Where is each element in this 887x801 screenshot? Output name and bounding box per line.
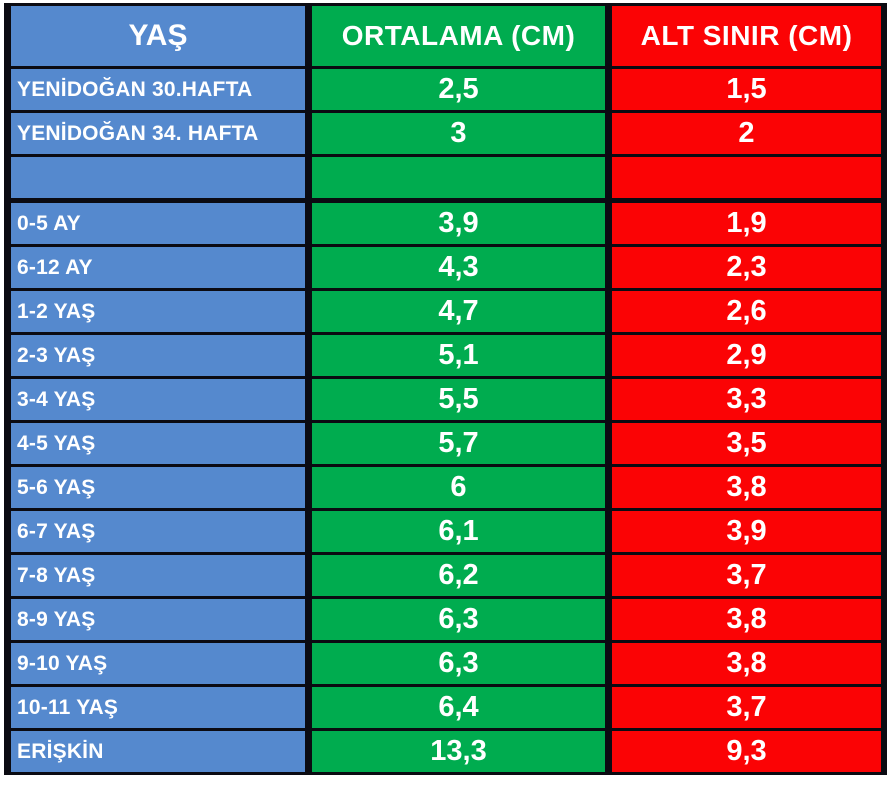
column-header-alt-sinir: ALT SINIR (CM)	[605, 3, 887, 69]
age-cell: YENİDOĞAN 34. HAFTA	[4, 110, 312, 157]
lower-limit-value-cell	[605, 154, 887, 202]
table-row: 4-5 YAŞ 5,7 3,5	[4, 420, 887, 467]
table-row: 3-4 YAŞ 5,5 3,3	[4, 376, 887, 423]
table-row: 7-8 YAŞ 6,2 3,7	[4, 552, 887, 599]
column-header-ortalama: ORTALAMA (CM)	[305, 3, 612, 69]
age-cell: 1-2 YAŞ	[4, 288, 312, 335]
average-value-cell: 6	[305, 464, 612, 511]
age-cell: 5-6 YAŞ	[4, 464, 312, 511]
table-row: 6-12 AY 4,3 2,3	[4, 244, 887, 291]
age-cell: 2-3 YAŞ	[4, 332, 312, 379]
average-value-cell: 5,7	[305, 420, 612, 467]
table-row: 2-3 YAŞ 5,1 2,9	[4, 332, 887, 379]
lower-limit-value-cell: 3,8	[605, 464, 887, 511]
lower-limit-value-cell: 1,5	[605, 66, 887, 113]
age-cell: 6-7 YAŞ	[4, 508, 312, 555]
age-cell: 7-8 YAŞ	[4, 552, 312, 599]
average-value-cell: 5,5	[305, 376, 612, 423]
average-value-cell: 5,1	[305, 332, 612, 379]
table-header-row: YAŞ ORTALAMA (CM) ALT SINIR (CM)	[4, 3, 887, 69]
lower-limit-value-cell: 3,8	[605, 596, 887, 643]
table-row: 1-2 YAŞ 4,7 2,6	[4, 288, 887, 335]
lower-limit-value-cell: 2,3	[605, 244, 887, 291]
lower-limit-value-cell: 3,3	[605, 376, 887, 423]
age-cell: 3-4 YAŞ	[4, 376, 312, 423]
table-row: 0-5 AY 3,9 1,9	[4, 198, 887, 247]
average-value-cell: 6,2	[305, 552, 612, 599]
average-value-cell: 4,7	[305, 288, 612, 335]
lower-limit-value-cell: 9,3	[605, 728, 887, 775]
average-value-cell: 2,5	[305, 66, 612, 113]
average-value-cell: 6,3	[305, 640, 612, 687]
table-row: 6-7 YAŞ 6,1 3,9	[4, 508, 887, 555]
average-value-cell: 3	[305, 110, 612, 157]
table-row-empty	[4, 154, 887, 202]
table-row: YENİDOĞAN 30.HAFTA 2,5 1,5	[4, 66, 887, 113]
age-cell: 8-9 YAŞ	[4, 596, 312, 643]
lower-limit-value-cell: 2,6	[605, 288, 887, 335]
lower-limit-value-cell: 1,9	[605, 198, 887, 247]
lower-limit-value-cell: 3,5	[605, 420, 887, 467]
average-value-cell: 6,4	[305, 684, 612, 731]
lower-limit-value-cell: 3,8	[605, 640, 887, 687]
table-row: 10-11 YAŞ 6,4 3,7	[4, 684, 887, 731]
lower-limit-value-cell: 3,9	[605, 508, 887, 555]
age-cell: 0-5 AY	[4, 198, 312, 247]
lower-limit-value-cell: 3,7	[605, 684, 887, 731]
age-cell: 6-12 AY	[4, 244, 312, 291]
average-value-cell	[305, 154, 612, 202]
age-cell: ERİŞKİN	[4, 728, 312, 775]
average-value-cell: 3,9	[305, 198, 612, 247]
average-value-cell: 13,3	[305, 728, 612, 775]
table-row: 9-10 YAŞ 6,3 3,8	[4, 640, 887, 687]
average-value-cell: 6,3	[305, 596, 612, 643]
lower-limit-value-cell: 2,9	[605, 332, 887, 379]
average-value-cell: 4,3	[305, 244, 612, 291]
column-header-yas: YAŞ	[4, 3, 312, 69]
age-cell: 9-10 YAŞ	[4, 640, 312, 687]
age-cell: 10-11 YAŞ	[4, 684, 312, 731]
age-cell: 4-5 YAŞ	[4, 420, 312, 467]
age-cell	[4, 154, 312, 202]
reference-table: YAŞ ORTALAMA (CM) ALT SINIR (CM) YENİDOĞ…	[4, 3, 887, 775]
lower-limit-value-cell: 3,7	[605, 552, 887, 599]
age-cell: YENİDOĞAN 30.HAFTA	[4, 66, 312, 113]
lower-limit-value-cell: 2	[605, 110, 887, 157]
table-row: YENİDOĞAN 34. HAFTA 3 2	[4, 110, 887, 157]
average-value-cell: 6,1	[305, 508, 612, 555]
table-row: 8-9 YAŞ 6,3 3,8	[4, 596, 887, 643]
table-row: 5-6 YAŞ 6 3,8	[4, 464, 887, 511]
table-row: ERİŞKİN 13,3 9,3	[4, 728, 887, 775]
